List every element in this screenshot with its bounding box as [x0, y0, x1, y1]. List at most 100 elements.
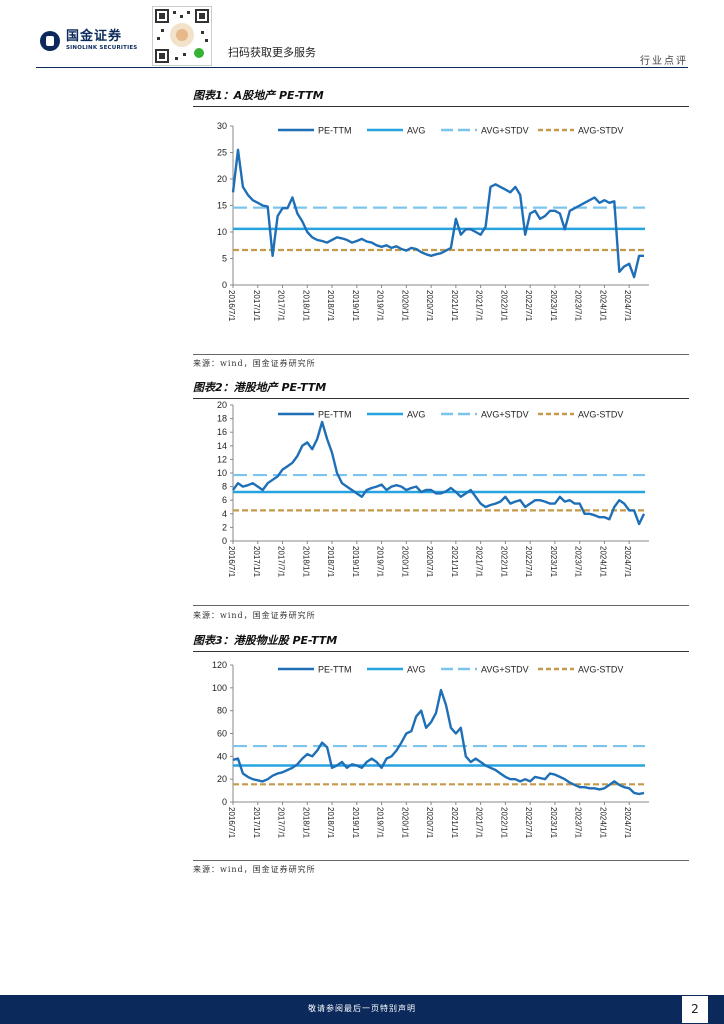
x-tick-label: 2020/1/1 — [400, 807, 409, 839]
x-tick-label: 2024/1/1 — [598, 290, 607, 322]
x-tick-label: 2022/1/1 — [499, 807, 508, 839]
x-tick-label: 2019/7/1 — [376, 290, 385, 322]
qr-code-icon[interactable] — [152, 6, 212, 66]
x-tick-label: 2023/1/1 — [549, 807, 558, 839]
legend-label: AVG-STDV — [578, 410, 623, 420]
y-tick-label: 18 — [217, 414, 227, 424]
header-divider — [36, 67, 688, 68]
company-name-en: SINOLINK SECURITIES — [66, 45, 138, 51]
pe-ttm-series-line — [232, 420, 646, 526]
y-tick-label: 4 — [222, 509, 227, 519]
legend-label: AVG-STDV — [578, 665, 623, 675]
report-type: 行业点评 — [640, 56, 688, 67]
chart-hk-property-management: 0 20 40 60 80 100 120 2016/7/1 2017/1/1 2017/7/1 2… — [212, 660, 649, 839]
logo-mark-icon — [40, 31, 60, 51]
x-tick-label: 2017/1/1 — [252, 807, 261, 839]
x-tick-label: 2016/7/1 — [227, 807, 236, 839]
x-tick-label: 2023/1/1 — [549, 290, 558, 322]
x-tick-label: 2021/7/1 — [475, 290, 484, 322]
legend-label: PE-TTM — [318, 410, 352, 420]
x-tick-label: 2023/7/1 — [574, 807, 583, 839]
x-tick-label: 2018/1/1 — [301, 807, 310, 839]
figure-1-title: 图表1：A股地产 PE-TTM — [193, 86, 689, 107]
x-tick-label: 2017/1/1 — [252, 290, 261, 322]
y-tick-label: 80 — [217, 706, 227, 716]
chart-hk-property: 0 2 4 6 8 10 12 14 16 18 20 2016/7/1 2017/1/1 2017/7/… — [217, 400, 649, 578]
y-tick-label: 10 — [217, 468, 227, 478]
x-tick-label: 2018/7/1 — [326, 290, 335, 322]
x-tick-label: 2020/1/1 — [400, 290, 409, 322]
footer-disclaimer: 敬请参阅最后一页特别声明 — [308, 1004, 416, 1013]
chart-a-share-property: 0 5 10 15 20 25 30 2016/7/1 2017/1/1 2017/7/1 2018… — [217, 121, 649, 322]
y-tick-label: 8 — [222, 482, 227, 492]
y-tick-label: 0 — [222, 797, 227, 807]
x-tick-label: 2018/1/1 — [301, 290, 310, 322]
y-tick-label: 0 — [222, 536, 227, 546]
x-tick-label: 2023/1/1 — [549, 546, 558, 578]
x-tick-label: 2018/1/1 — [301, 546, 310, 578]
figure-3-title: 图表3：港股物业股 PE-TTM — [193, 631, 689, 652]
x-tick-label: 2021/7/1 — [475, 807, 484, 839]
figure-2-title: 图表2：港股地产 PE-TTM — [193, 378, 689, 399]
x-tick-label: 2022/1/1 — [499, 546, 508, 578]
x-tick-label: 2016/7/1 — [227, 546, 236, 578]
legend-label: AVG+STDV — [481, 665, 529, 675]
legend-label: AVG+STDV — [481, 126, 529, 136]
y-tick-label: 30 — [217, 121, 227, 131]
x-tick-label: 2020/7/1 — [425, 807, 434, 839]
y-tick-label: 10 — [217, 227, 227, 237]
x-tick-label: 2020/1/1 — [400, 546, 409, 578]
page-footer: 敬请参阅最后一页特别声明 — [0, 995, 724, 1024]
x-tick-label: 2018/7/1 — [326, 546, 335, 578]
pe-ttm-series-line — [231, 148, 644, 279]
x-tick-label: 2024/7/1 — [623, 290, 632, 322]
x-tick-label: 2021/1/1 — [450, 807, 459, 839]
x-tick-label: 2024/1/1 — [598, 807, 607, 839]
legend-label: PE-TTM — [318, 665, 352, 675]
x-tick-label: 2017/7/1 — [277, 807, 286, 839]
y-tick-label: 60 — [217, 729, 227, 739]
figure-3-source: 来源：wind，国金证券研究所 — [193, 865, 316, 874]
legend-label: AVG-STDV — [578, 126, 623, 136]
x-tick-label: 2019/1/1 — [351, 546, 360, 578]
company-name-cn: 国金证券 — [66, 29, 123, 44]
page-header: 国金证券 SINOLINK SECURITIES 扫码获取更多服务 行业点评 — [0, 0, 724, 68]
figure-2-frame: 0 2 4 6 8 10 12 14 16 18 20 2016/7/1 2017/1/1 2017/7/… — [193, 400, 689, 606]
x-tick-label: 2021/7/1 — [475, 546, 484, 578]
x-tick-label: 2019/1/1 — [351, 807, 360, 839]
x-tick-label: 2024/7/1 — [623, 546, 632, 578]
x-tick-label: 2019/7/1 — [376, 546, 385, 578]
x-tick-label: 2020/7/1 — [425, 546, 434, 578]
y-tick-label: 15 — [217, 201, 227, 211]
y-tick-label: 20 — [217, 174, 227, 184]
company-logo: 国金证券 SINOLINK SECURITIES — [40, 30, 137, 52]
x-tick-label: 2022/7/1 — [524, 546, 533, 578]
x-tick-label: 2024/7/1 — [623, 807, 632, 839]
legend-label: AVG+STDV — [481, 410, 529, 420]
y-tick-label: 5 — [222, 254, 227, 264]
pe-ttm-series-line — [232, 688, 645, 796]
x-tick-label: 2017/1/1 — [252, 546, 261, 578]
y-tick-label: 12 — [217, 454, 227, 464]
legend-label: AVG — [407, 126, 425, 136]
x-tick-label: 2017/7/1 — [277, 290, 286, 322]
y-tick-label: 14 — [217, 441, 227, 451]
x-tick-label: 2017/7/1 — [277, 546, 286, 578]
x-tick-label: 2023/7/1 — [574, 546, 583, 578]
y-tick-label: 2 — [222, 522, 227, 532]
figure-3-frame: 0 20 40 60 80 100 120 2016/7/1 2017/1/1 2017/7/1 2… — [193, 653, 689, 861]
y-tick-label: 20 — [217, 400, 227, 410]
y-tick-label: 20 — [217, 774, 227, 784]
x-tick-label: 2016/7/1 — [227, 290, 236, 322]
x-tick-label: 2022/7/1 — [524, 807, 533, 839]
y-tick-label: 120 — [212, 660, 227, 670]
page-number: 2 — [682, 996, 708, 1023]
x-tick-label: 2024/1/1 — [598, 546, 607, 578]
legend-label: PE-TTM — [318, 126, 352, 136]
y-tick-label: 100 — [212, 683, 227, 693]
y-tick-label: 6 — [222, 495, 227, 505]
x-tick-label: 2022/1/1 — [499, 290, 508, 322]
x-tick-label: 2021/1/1 — [450, 546, 459, 578]
x-tick-label: 2020/7/1 — [425, 290, 434, 322]
legend-label: AVG — [407, 665, 425, 675]
